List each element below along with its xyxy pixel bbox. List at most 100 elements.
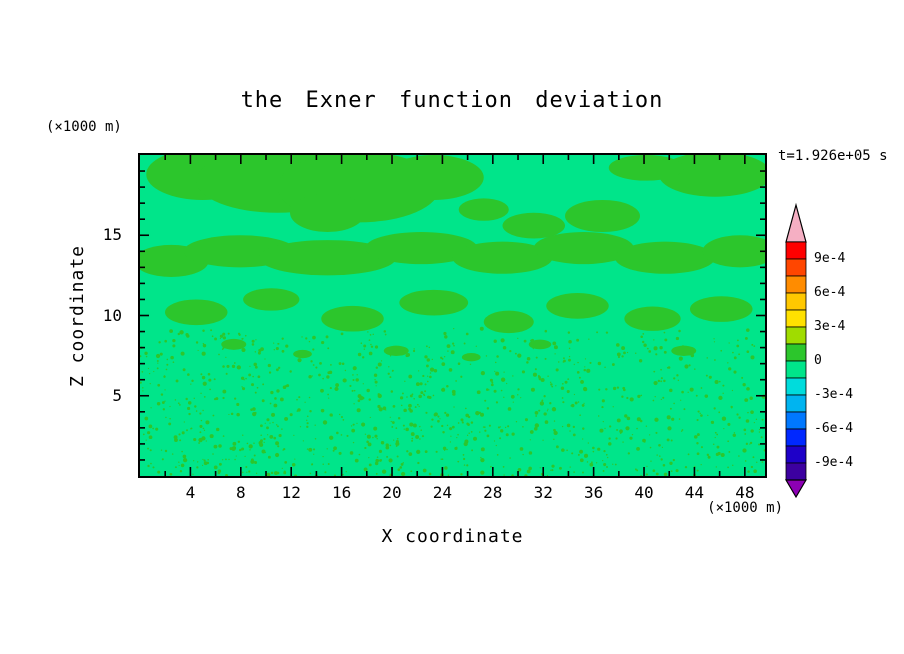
speckle-dot: [660, 368, 662, 371]
speckle-dot: [573, 363, 575, 366]
speckle-dot: [270, 471, 274, 475]
speckle-dot: [424, 355, 428, 359]
speckle-dot: [455, 380, 457, 382]
speckle-dot: [275, 368, 279, 372]
speckle-dot: [373, 426, 378, 431]
contour-blob: [290, 193, 365, 233]
speckle-dot: [263, 437, 266, 441]
speckle-dot: [611, 363, 615, 366]
speckle-dot: [446, 385, 449, 388]
speckle-dot: [733, 356, 737, 360]
speckle-dot: [236, 412, 240, 417]
speckle-dot: [444, 411, 447, 414]
speckle-dot: [738, 353, 740, 356]
speckle-dot: [444, 335, 448, 339]
speckle-dot: [396, 455, 399, 458]
speckle-dot: [751, 343, 754, 346]
speckle-dot: [366, 434, 371, 439]
speckle-dot: [377, 393, 380, 396]
speckle-dot: [435, 450, 438, 453]
speckle-dot: [490, 465, 492, 468]
speckle-dot: [366, 440, 369, 444]
speckle-dot: [681, 390, 684, 394]
speckle-dot: [244, 334, 247, 337]
speckle-dot: [262, 383, 265, 386]
speckle-dot: [328, 370, 333, 375]
speckle-dot: [202, 458, 204, 460]
speckle-dot: [370, 343, 372, 346]
speckle-dot: [326, 375, 330, 379]
speckle-dot: [603, 449, 606, 453]
speckle-dot: [223, 343, 226, 345]
speckle-dot: [222, 365, 225, 368]
speckle-dot: [592, 450, 595, 453]
speckle-dot: [186, 429, 188, 432]
speckle-dot: [202, 381, 207, 386]
speckle-dot: [352, 441, 355, 444]
speckle-dot: [645, 425, 648, 427]
speckle-dot: [493, 389, 497, 393]
speckle-dot: [327, 393, 329, 396]
speckle-dot: [448, 368, 453, 372]
speckle-dot: [267, 363, 271, 368]
speckle-dot: [505, 433, 509, 437]
speckle-dot: [671, 417, 675, 421]
speckle-dot: [406, 450, 409, 453]
colorbar-band: [785, 258, 807, 277]
contour-blob: [533, 232, 634, 265]
speckle-dot: [499, 437, 502, 440]
speckle-dot: [183, 421, 185, 423]
speckle-dot: [222, 389, 227, 394]
speckle-dot: [169, 417, 171, 420]
speckle-dot: [563, 359, 566, 363]
speckle-dot: [418, 405, 420, 408]
colorbar-tick-label: 9e-4: [814, 251, 846, 266]
speckle-dot: [583, 387, 588, 392]
speckle-dot: [690, 350, 692, 353]
colorbar-band: [785, 377, 807, 396]
speckle-dot: [375, 385, 377, 387]
speckle-dot: [210, 329, 213, 332]
speckle-dot: [429, 367, 435, 372]
speckle-dot: [596, 331, 599, 334]
x-tick-label: 24: [432, 483, 453, 502]
speckle-dot: [500, 338, 505, 343]
speckle-dot: [471, 449, 474, 452]
speckle-dot: [149, 383, 151, 385]
speckle-dot: [363, 348, 366, 350]
speckle-dot: [693, 435, 698, 439]
contour-blob: [258, 240, 397, 276]
speckle-dot: [152, 427, 155, 430]
speckle-dot: [340, 415, 343, 419]
speckle-dot: [700, 446, 703, 449]
speckle-dot: [621, 346, 626, 351]
speckle-dot: [718, 395, 723, 401]
speckle-dot: [570, 405, 572, 407]
speckle-dot: [267, 434, 269, 436]
speckle-dot: [179, 439, 182, 442]
speckle-dot: [141, 371, 144, 373]
speckle-dot: [653, 339, 655, 341]
speckle-dot: [260, 347, 264, 351]
speckle-dot: [640, 335, 643, 339]
x-tick-label: 40: [634, 483, 654, 502]
speckle-dot: [535, 356, 538, 359]
speckle-dot: [626, 351, 629, 354]
speckle-dot: [395, 427, 398, 429]
speckle-dot: [728, 342, 730, 344]
speckle-dot: [446, 448, 448, 451]
speckle-dot: [358, 453, 361, 456]
speckle-dot: [670, 470, 673, 472]
speckle-dot: [386, 352, 388, 354]
speckle-dot: [201, 351, 206, 356]
speckle-dot: [391, 421, 395, 424]
speckle-dot: [278, 433, 282, 438]
speckle-dot: [530, 338, 535, 342]
speckle-dot: [157, 383, 161, 387]
speckle-dot: [543, 395, 546, 398]
speckle-dot: [469, 363, 472, 365]
speckle-dot: [636, 469, 639, 472]
x-axis-title: X coordinate: [381, 526, 524, 547]
speckle-dot: [749, 443, 751, 445]
speckle-dot: [231, 364, 236, 369]
